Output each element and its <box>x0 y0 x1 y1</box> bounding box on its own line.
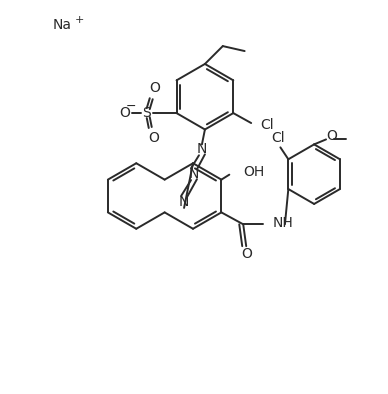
Text: NH: NH <box>273 216 294 230</box>
Text: Cl: Cl <box>260 118 274 132</box>
Text: O: O <box>149 81 160 95</box>
Text: O: O <box>120 106 130 120</box>
Text: O: O <box>148 131 159 145</box>
Text: Cl: Cl <box>272 132 285 145</box>
Text: N: N <box>179 195 189 209</box>
Text: S: S <box>142 106 151 120</box>
Text: N: N <box>197 142 207 156</box>
Text: N: N <box>189 167 199 181</box>
Text: +: + <box>75 15 84 25</box>
Text: −: − <box>126 100 136 113</box>
Text: O: O <box>241 247 252 261</box>
Text: OH: OH <box>243 165 265 179</box>
Text: O: O <box>327 130 338 143</box>
Text: Na: Na <box>53 18 72 32</box>
